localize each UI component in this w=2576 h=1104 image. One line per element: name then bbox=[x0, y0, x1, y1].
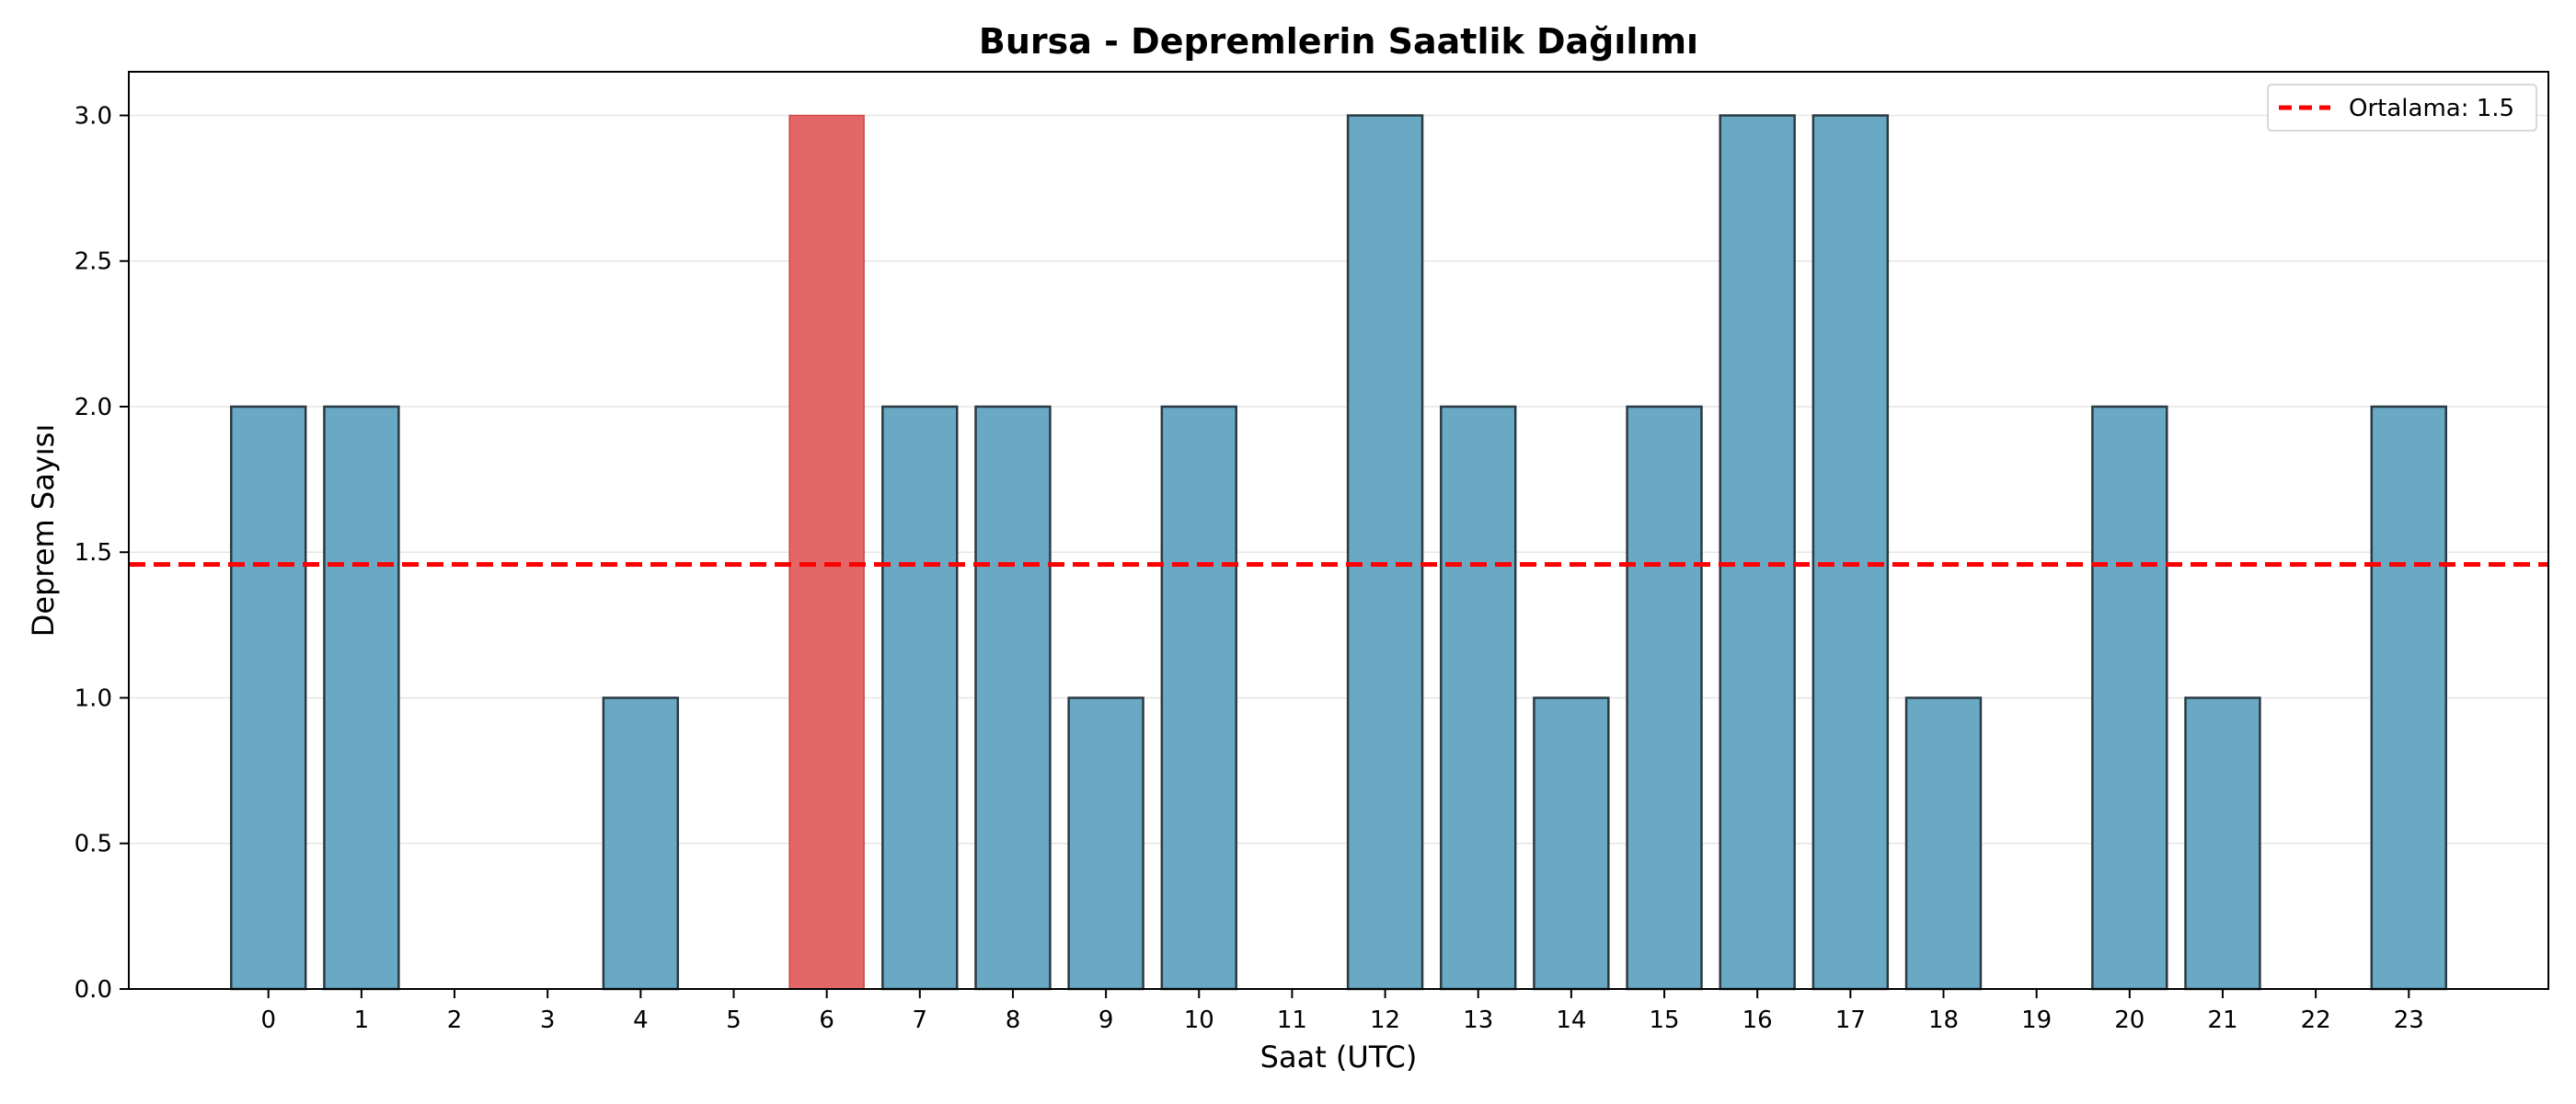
bar bbox=[323, 405, 400, 991]
x-tick-label: 19 bbox=[2021, 1006, 2052, 1034]
x-tick-label: 5 bbox=[726, 1006, 742, 1034]
x-tick-label: 10 bbox=[1184, 1006, 1214, 1034]
legend: Ortalama: 1.5 bbox=[2267, 84, 2537, 132]
x-tick-label: 13 bbox=[1463, 1006, 1493, 1034]
bar bbox=[1440, 405, 1517, 991]
y-tick-label: 0.5 bbox=[75, 831, 112, 858]
legend-box bbox=[2267, 84, 2537, 132]
bar bbox=[1719, 114, 1796, 991]
x-axis-label: Saat (UTC) bbox=[1260, 1040, 1418, 1075]
x-tick-label: 20 bbox=[2114, 1006, 2145, 1034]
y-tick-label: 3.0 bbox=[75, 102, 112, 130]
chart-title: Bursa - Depremlerin Saatlik Dağılımı bbox=[979, 21, 1698, 62]
x-tick-label: 0 bbox=[260, 1006, 276, 1034]
grid-lines bbox=[129, 114, 2548, 990]
bar bbox=[881, 405, 959, 991]
bar bbox=[2091, 405, 2168, 991]
x-tick-label: 6 bbox=[819, 1006, 834, 1034]
bar bbox=[1626, 405, 1703, 991]
bar bbox=[974, 405, 1052, 991]
bar bbox=[2184, 696, 2261, 991]
x-axis-ticks: 0 1 2 3 4 5 6 7 8 9 10 11 12 13 14 15 16 17 18 19 20 21 22 23 bbox=[260, 989, 2424, 1034]
x-tick-label: 7 bbox=[913, 1006, 928, 1034]
bar bbox=[2370, 405, 2447, 991]
bar bbox=[1811, 114, 1890, 991]
x-tick-label: 16 bbox=[1742, 1006, 1773, 1034]
x-tick-label: 21 bbox=[2207, 1006, 2237, 1034]
x-tick-label: 18 bbox=[1928, 1006, 1959, 1034]
bar bbox=[1904, 696, 1983, 991]
bar bbox=[1533, 696, 1610, 991]
x-tick-label: 4 bbox=[633, 1006, 649, 1034]
y-tick-label: 1.5 bbox=[75, 539, 112, 567]
bar bbox=[1346, 114, 1424, 991]
bar-highlight bbox=[788, 114, 865, 990]
legend-mean-label: Ortalama: 1.5 bbox=[2349, 95, 2514, 122]
x-tick-label: 9 bbox=[1098, 1006, 1114, 1034]
bar bbox=[1067, 696, 1144, 991]
y-axis-label: Deprem Sayısı bbox=[26, 424, 61, 637]
x-tick-label: 17 bbox=[1835, 1006, 1866, 1034]
y-tick-label: 2.0 bbox=[75, 394, 112, 421]
y-tick-label: 0.0 bbox=[75, 976, 112, 1004]
x-tick-label: 3 bbox=[540, 1006, 556, 1034]
y-axis-ticks: 0.0 0.5 1.0 1.5 2.0 2.5 3.0 bbox=[75, 102, 129, 1004]
x-tick-label: 14 bbox=[1556, 1006, 1586, 1034]
y-tick-label: 2.5 bbox=[75, 248, 112, 276]
x-tick-label: 8 bbox=[1006, 1006, 1021, 1034]
x-tick-label: 12 bbox=[1370, 1006, 1400, 1034]
y-tick-label: 1.0 bbox=[75, 684, 112, 712]
bar bbox=[230, 405, 307, 991]
x-tick-label: 1 bbox=[354, 1006, 370, 1034]
bar bbox=[602, 696, 680, 991]
plot-frame bbox=[128, 71, 2549, 990]
x-tick-label: 11 bbox=[1277, 1006, 1307, 1034]
x-tick-label: 2 bbox=[447, 1006, 463, 1034]
x-tick-label: 22 bbox=[2301, 1006, 2331, 1034]
bars bbox=[230, 114, 2447, 991]
bar bbox=[1160, 405, 1237, 991]
x-tick-label: 23 bbox=[2394, 1006, 2424, 1034]
x-tick-label: 15 bbox=[1649, 1006, 1679, 1034]
